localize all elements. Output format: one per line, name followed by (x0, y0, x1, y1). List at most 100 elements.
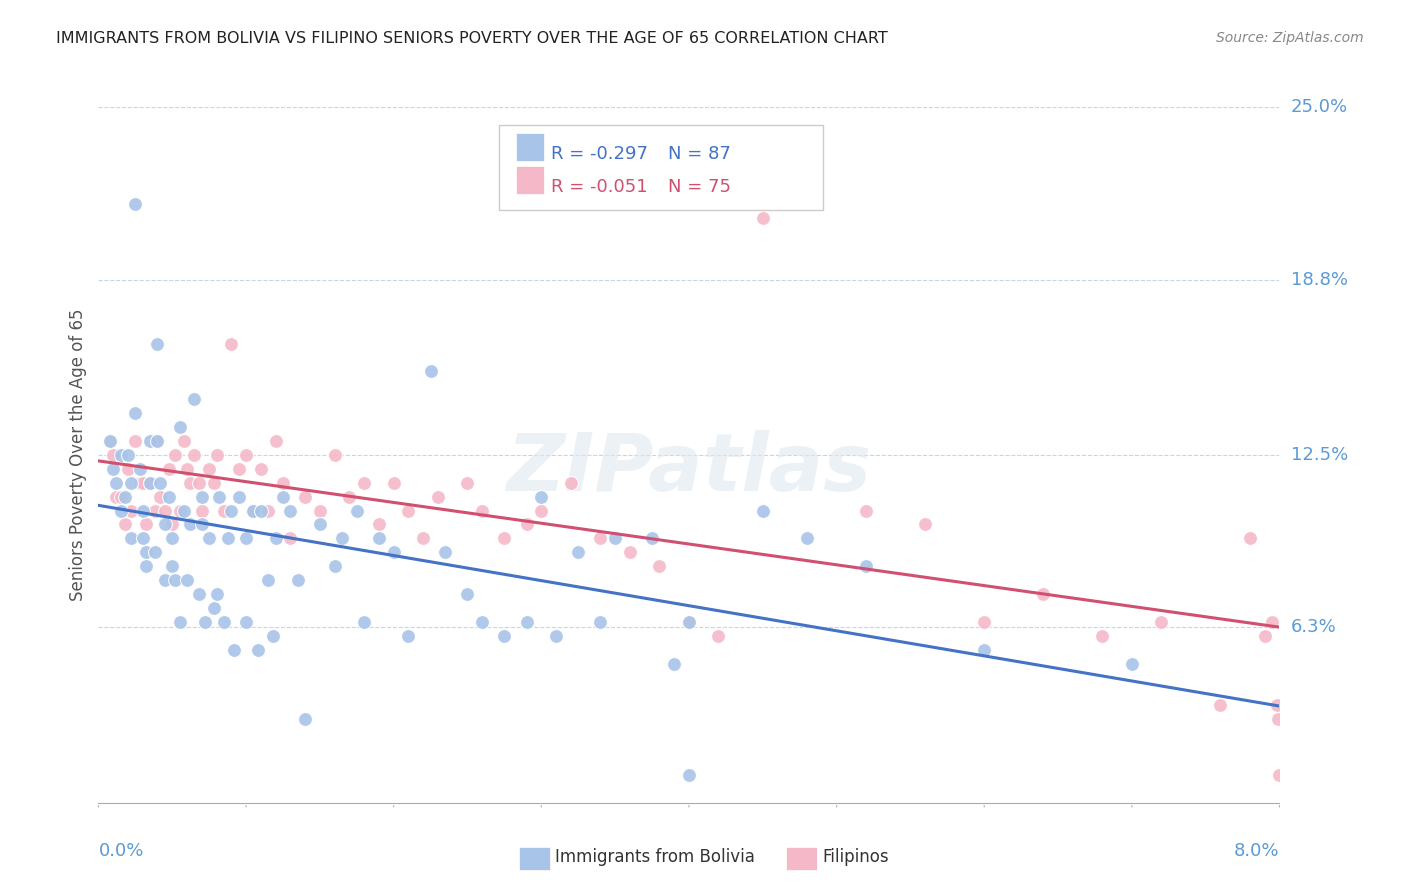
Point (235, 448, 257, 462)
Point (202, 475, 225, 490)
Point (494, 629, 516, 643)
Point (353, 615, 375, 629)
Text: ZIPatlas: ZIPatlas (506, 430, 872, 508)
Point (212, 503, 235, 517)
Point (117, 462, 139, 476)
Point (751, 211, 773, 226)
Point (751, 503, 773, 517)
Text: 12.5%: 12.5% (1291, 446, 1348, 464)
Point (187, 475, 209, 490)
Point (235, 615, 257, 629)
Point (294, 712, 316, 726)
Point (1254, 629, 1277, 643)
Point (367, 517, 389, 532)
Point (132, 503, 155, 517)
Point (128, 475, 150, 490)
Point (120, 532, 142, 546)
Text: Immigrants from Bolivia: Immigrants from Bolivia (555, 848, 755, 866)
Point (271, 475, 294, 490)
Point (110, 503, 132, 517)
Point (198, 462, 221, 476)
Point (1091, 629, 1114, 643)
Point (110, 490, 132, 504)
Point (678, 768, 700, 782)
Point (796, 197, 818, 211)
Point (212, 615, 235, 629)
Point (353, 475, 375, 490)
Point (337, 490, 360, 504)
Point (153, 573, 176, 587)
Point (1150, 615, 1173, 629)
Point (494, 532, 516, 546)
Point (157, 462, 180, 476)
Point (648, 559, 671, 574)
Point (456, 587, 478, 601)
Point (1265, 698, 1288, 713)
Point (228, 462, 250, 476)
Point (308, 503, 332, 517)
Point (235, 532, 257, 546)
Point (1261, 615, 1284, 629)
Point (162, 532, 183, 546)
Point (128, 462, 150, 476)
Point (132, 475, 155, 490)
Point (169, 503, 191, 517)
Point (419, 364, 441, 378)
Point (589, 615, 612, 629)
Point (179, 517, 201, 532)
Point (183, 392, 205, 407)
Point (120, 503, 142, 517)
Point (149, 475, 172, 490)
Text: R = -0.051: R = -0.051 (551, 178, 648, 196)
Point (973, 642, 995, 657)
Point (257, 573, 280, 587)
Point (120, 475, 142, 490)
Point (605, 532, 627, 546)
Point (219, 336, 242, 351)
Point (105, 475, 128, 490)
Point (191, 490, 214, 504)
Point (98, 434, 121, 448)
Point (165, 448, 187, 462)
Point (1239, 532, 1261, 546)
Text: N = 87: N = 87 (668, 145, 731, 163)
Point (471, 503, 494, 517)
Point (1209, 698, 1232, 713)
Point (165, 573, 187, 587)
Point (173, 503, 195, 517)
Point (264, 532, 287, 546)
Point (135, 517, 157, 532)
Point (153, 503, 176, 517)
Point (855, 503, 877, 517)
Point (264, 434, 287, 448)
Point (135, 545, 157, 559)
Point (242, 503, 264, 517)
Point (191, 517, 214, 532)
Point (515, 615, 537, 629)
Point (228, 490, 250, 504)
Point (287, 573, 309, 587)
Point (183, 448, 205, 462)
Point (114, 517, 136, 532)
Point (105, 490, 128, 504)
Text: 18.8%: 18.8% (1291, 270, 1347, 289)
Point (224, 642, 246, 657)
Point (567, 545, 589, 559)
Y-axis label: Seniors Poverty Over the Age of 65: Seniors Poverty Over the Age of 65 (69, 309, 87, 601)
Point (471, 615, 494, 629)
Point (426, 490, 449, 504)
Point (664, 657, 686, 671)
Point (294, 490, 316, 504)
Point (146, 336, 169, 351)
Point (262, 629, 284, 643)
Text: R = -0.297: R = -0.297 (551, 145, 648, 163)
Point (117, 448, 139, 462)
Point (346, 503, 368, 517)
Point (205, 587, 228, 601)
Text: Source: ZipAtlas.com: Source: ZipAtlas.com (1216, 31, 1364, 45)
Point (124, 406, 146, 420)
Point (641, 532, 664, 546)
Point (191, 503, 214, 517)
Point (124, 197, 146, 211)
Point (157, 490, 180, 504)
